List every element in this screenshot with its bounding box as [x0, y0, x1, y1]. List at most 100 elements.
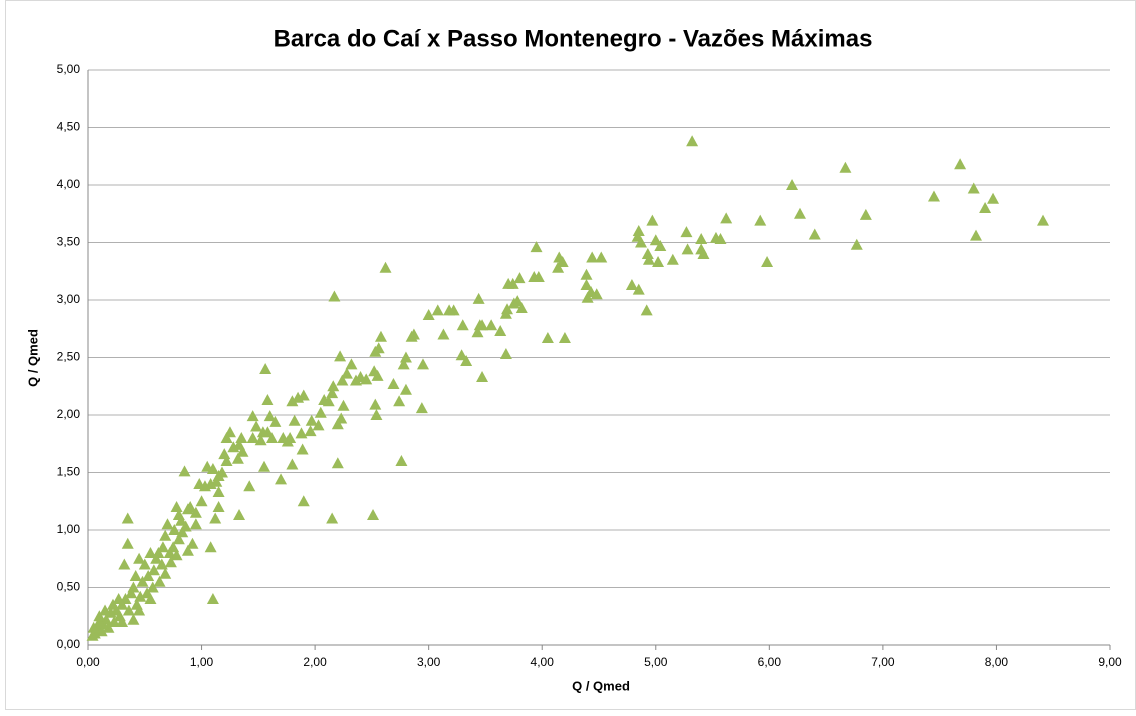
point [218, 448, 231, 460]
point [556, 256, 569, 268]
point [513, 272, 526, 284]
point [220, 432, 233, 443]
point [277, 432, 290, 443]
point [337, 399, 350, 411]
point [437, 328, 450, 340]
point [150, 552, 163, 564]
point [681, 243, 694, 255]
point [808, 228, 821, 240]
y-tick-label: 1,50 [57, 465, 81, 479]
point [460, 354, 473, 366]
point [649, 234, 662, 246]
point [558, 331, 571, 343]
y-tick-label: 0,00 [57, 637, 81, 651]
point [345, 358, 358, 370]
point [456, 319, 469, 331]
point [172, 533, 185, 545]
point [250, 420, 263, 432]
point [193, 478, 206, 489]
point [99, 604, 112, 616]
point [86, 629, 99, 641]
point [175, 514, 188, 526]
point [269, 415, 282, 427]
point [181, 544, 194, 556]
point [263, 410, 276, 422]
x-tick-label: 8,00 [985, 655, 1009, 669]
point [116, 598, 129, 610]
x-tick-label: 0,00 [76, 655, 100, 669]
point [640, 304, 653, 316]
point [122, 604, 135, 616]
point [399, 383, 412, 395]
point [476, 371, 489, 383]
point [499, 348, 512, 360]
point [112, 593, 125, 604]
point [416, 358, 429, 370]
point [201, 460, 214, 472]
point [168, 524, 181, 535]
point [159, 567, 172, 579]
point [552, 261, 565, 273]
point [349, 374, 362, 386]
point [850, 238, 863, 250]
point [163, 547, 176, 558]
point [697, 248, 710, 259]
point [181, 503, 194, 515]
y-tick-label: 5,00 [57, 62, 81, 76]
point [1037, 214, 1050, 226]
point [472, 292, 485, 304]
point [138, 558, 151, 570]
point [256, 426, 269, 438]
point [502, 277, 515, 289]
point [443, 304, 456, 316]
point [632, 225, 645, 236]
point [212, 501, 225, 512]
point [374, 330, 387, 342]
point [530, 241, 543, 253]
point [146, 581, 159, 593]
point [927, 190, 940, 202]
point [541, 331, 554, 343]
point [288, 414, 301, 426]
point [292, 391, 305, 403]
point [641, 248, 654, 259]
point [136, 575, 149, 587]
point [652, 256, 665, 268]
x-tick-label: 4,00 [531, 655, 555, 669]
point [580, 279, 593, 291]
y-tick-label: 4,50 [57, 120, 81, 134]
point [161, 518, 174, 530]
point [642, 253, 655, 265]
point [118, 558, 131, 570]
point [261, 394, 274, 406]
point [189, 506, 202, 518]
point [499, 307, 512, 319]
point [336, 374, 349, 386]
point [259, 363, 272, 374]
x-tick-label: 1,00 [190, 655, 214, 669]
point [367, 509, 380, 521]
point [507, 297, 520, 309]
point [106, 598, 119, 610]
x-tick-label: 7,00 [871, 655, 895, 669]
point [314, 406, 327, 418]
point [326, 512, 339, 524]
point [170, 501, 183, 512]
x-tick-label: 9,00 [1098, 655, 1122, 669]
point [625, 279, 638, 291]
x-tick-label: 3,00 [417, 655, 441, 669]
point [206, 593, 219, 604]
point [286, 395, 299, 407]
point [121, 512, 134, 524]
point [312, 419, 325, 431]
x-tick-label: 6,00 [758, 655, 782, 669]
point [686, 135, 699, 147]
point [275, 473, 288, 485]
point [595, 251, 608, 263]
point [528, 271, 541, 282]
point [297, 495, 310, 507]
point [395, 455, 408, 466]
point [859, 208, 872, 220]
point [970, 229, 983, 241]
